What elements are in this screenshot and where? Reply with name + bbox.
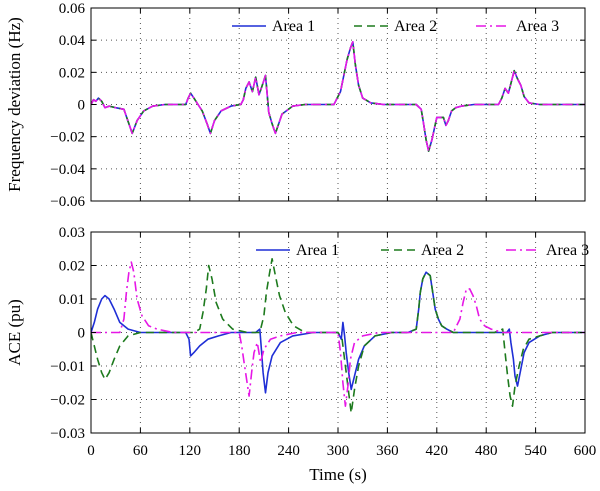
series-line-3 [91, 41, 585, 152]
legend-label-3: Area 3 [516, 18, 559, 35]
legend-label-1: Area 1 [296, 242, 339, 259]
y-tick-label: −0.01 [50, 359, 85, 375]
legend-label-3: Area 3 [546, 242, 589, 259]
ace-panel: 0 60 120 180 240 300 360 420 480 540 600 −0.03 −0.02… [5, 225, 596, 484]
frequency-panel: −0.06 −0.04 −0.02 0 0.02 0.04 0.06 Frequency de… [5, 1, 586, 210]
y-axis-label: Frequency deviation (Hz) [5, 17, 24, 192]
x-tick-label: 420 [426, 443, 449, 459]
x-tick-label: 240 [277, 443, 300, 459]
y-tick-label: −0.02 [50, 393, 85, 409]
y-tick-label: 0.02 [59, 259, 85, 275]
x-tick-label: 300 [327, 443, 350, 459]
y-axis-label: ACE (pu) [5, 299, 24, 366]
x-tick-label: 480 [475, 443, 498, 459]
series-line-1 [91, 271, 585, 394]
legend-label-2: Area 2 [394, 18, 437, 35]
y-tick-label: −0.04 [50, 162, 85, 178]
y-tick-label: 0.04 [59, 33, 86, 49]
y-tick-label: 0 [78, 98, 86, 114]
x-tick-label: 0 [87, 443, 95, 459]
y-tick-label: 0.01 [59, 292, 85, 308]
legend-label-2: Area 2 [421, 242, 464, 259]
y-tick-label: −0.03 [50, 426, 85, 442]
y-tick-label: −0.02 [50, 130, 85, 146]
y-tick-label: 0.02 [59, 65, 85, 81]
x-tick-label: 120 [179, 443, 202, 459]
x-tick-label: 600 [574, 443, 597, 459]
x-tick-label: 60 [133, 443, 148, 459]
legend: Area 1 Area 2 Area 3 [232, 18, 559, 35]
legend: Area 1 Area 2 Area 3 [256, 242, 589, 259]
legend-label-1: Area 1 [272, 18, 315, 35]
y-tick-label: 0 [78, 326, 86, 342]
x-tick-label: 540 [524, 443, 547, 459]
y-tick-label: −0.06 [50, 194, 85, 210]
y-tick-label: 0.06 [59, 1, 86, 17]
x-tick-label: 360 [376, 443, 399, 459]
series-line-3 [91, 261, 585, 407]
y-tick-label: 0.03 [59, 225, 85, 241]
x-axis-label: Time (s) [309, 465, 366, 484]
x-tick-label: 180 [228, 443, 251, 459]
